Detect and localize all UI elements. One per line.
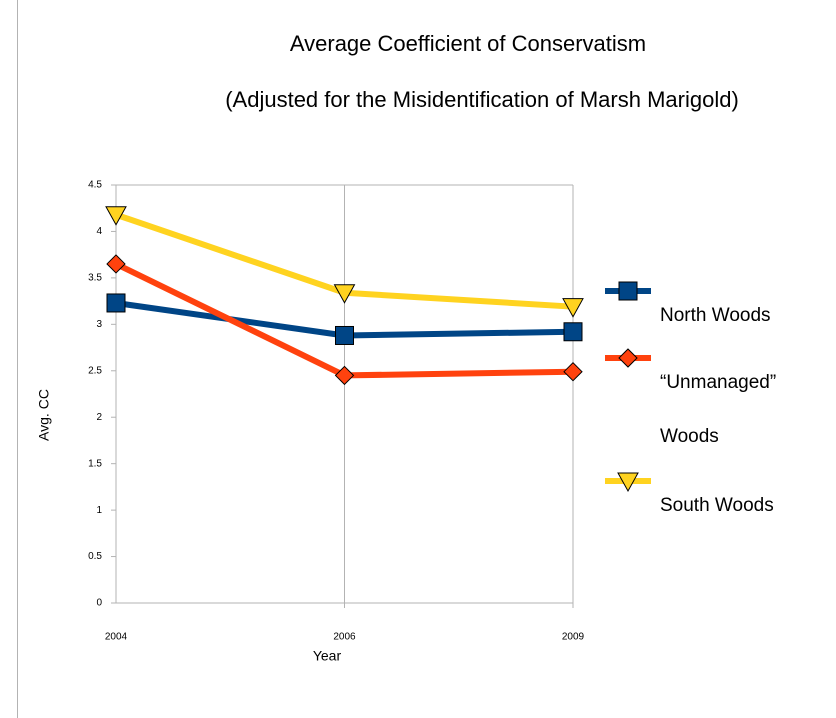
legend-marker	[618, 348, 638, 368]
y-tick-label: 4	[96, 226, 102, 237]
legend-marker	[618, 281, 638, 301]
legend-label: South Woods	[660, 495, 774, 516]
marker	[335, 325, 354, 345]
marker	[333, 284, 356, 304]
legend-label: “Unmanaged” Woods	[660, 372, 777, 447]
marker	[334, 365, 355, 386]
x-tick-label: 2004	[105, 632, 128, 643]
marker	[105, 206, 127, 226]
y-tick-label: 0.5	[88, 551, 102, 562]
y-tick-label: 1	[96, 505, 102, 516]
y-tick-label: 4.5	[88, 180, 102, 191]
x-axis-label: Year	[313, 648, 342, 664]
marker	[562, 298, 584, 318]
chart-subtitle: (Adjusted for the Misidentification of M…	[225, 87, 739, 112]
y-tick-label: 3	[96, 319, 102, 330]
legend-label: North Woods	[660, 305, 771, 326]
y-axis-label: Avg. CC	[36, 389, 52, 441]
y-tick-label: 0	[96, 598, 102, 609]
x-tick-label: 2009	[562, 632, 585, 643]
y-tick-label: 2	[96, 412, 102, 423]
chart-title: Average Coefficient of Conservatism	[290, 31, 646, 56]
y-tick-label: 2.5	[88, 365, 102, 376]
x-tick-label: 2006	[333, 632, 356, 643]
marker	[106, 254, 126, 274]
marker	[563, 361, 583, 382]
legend-marker	[617, 472, 639, 493]
y-tick-label: 1.5	[88, 458, 102, 469]
y-tick-label: 3.5	[88, 273, 102, 284]
marker	[563, 322, 583, 342]
marker	[106, 293, 126, 313]
